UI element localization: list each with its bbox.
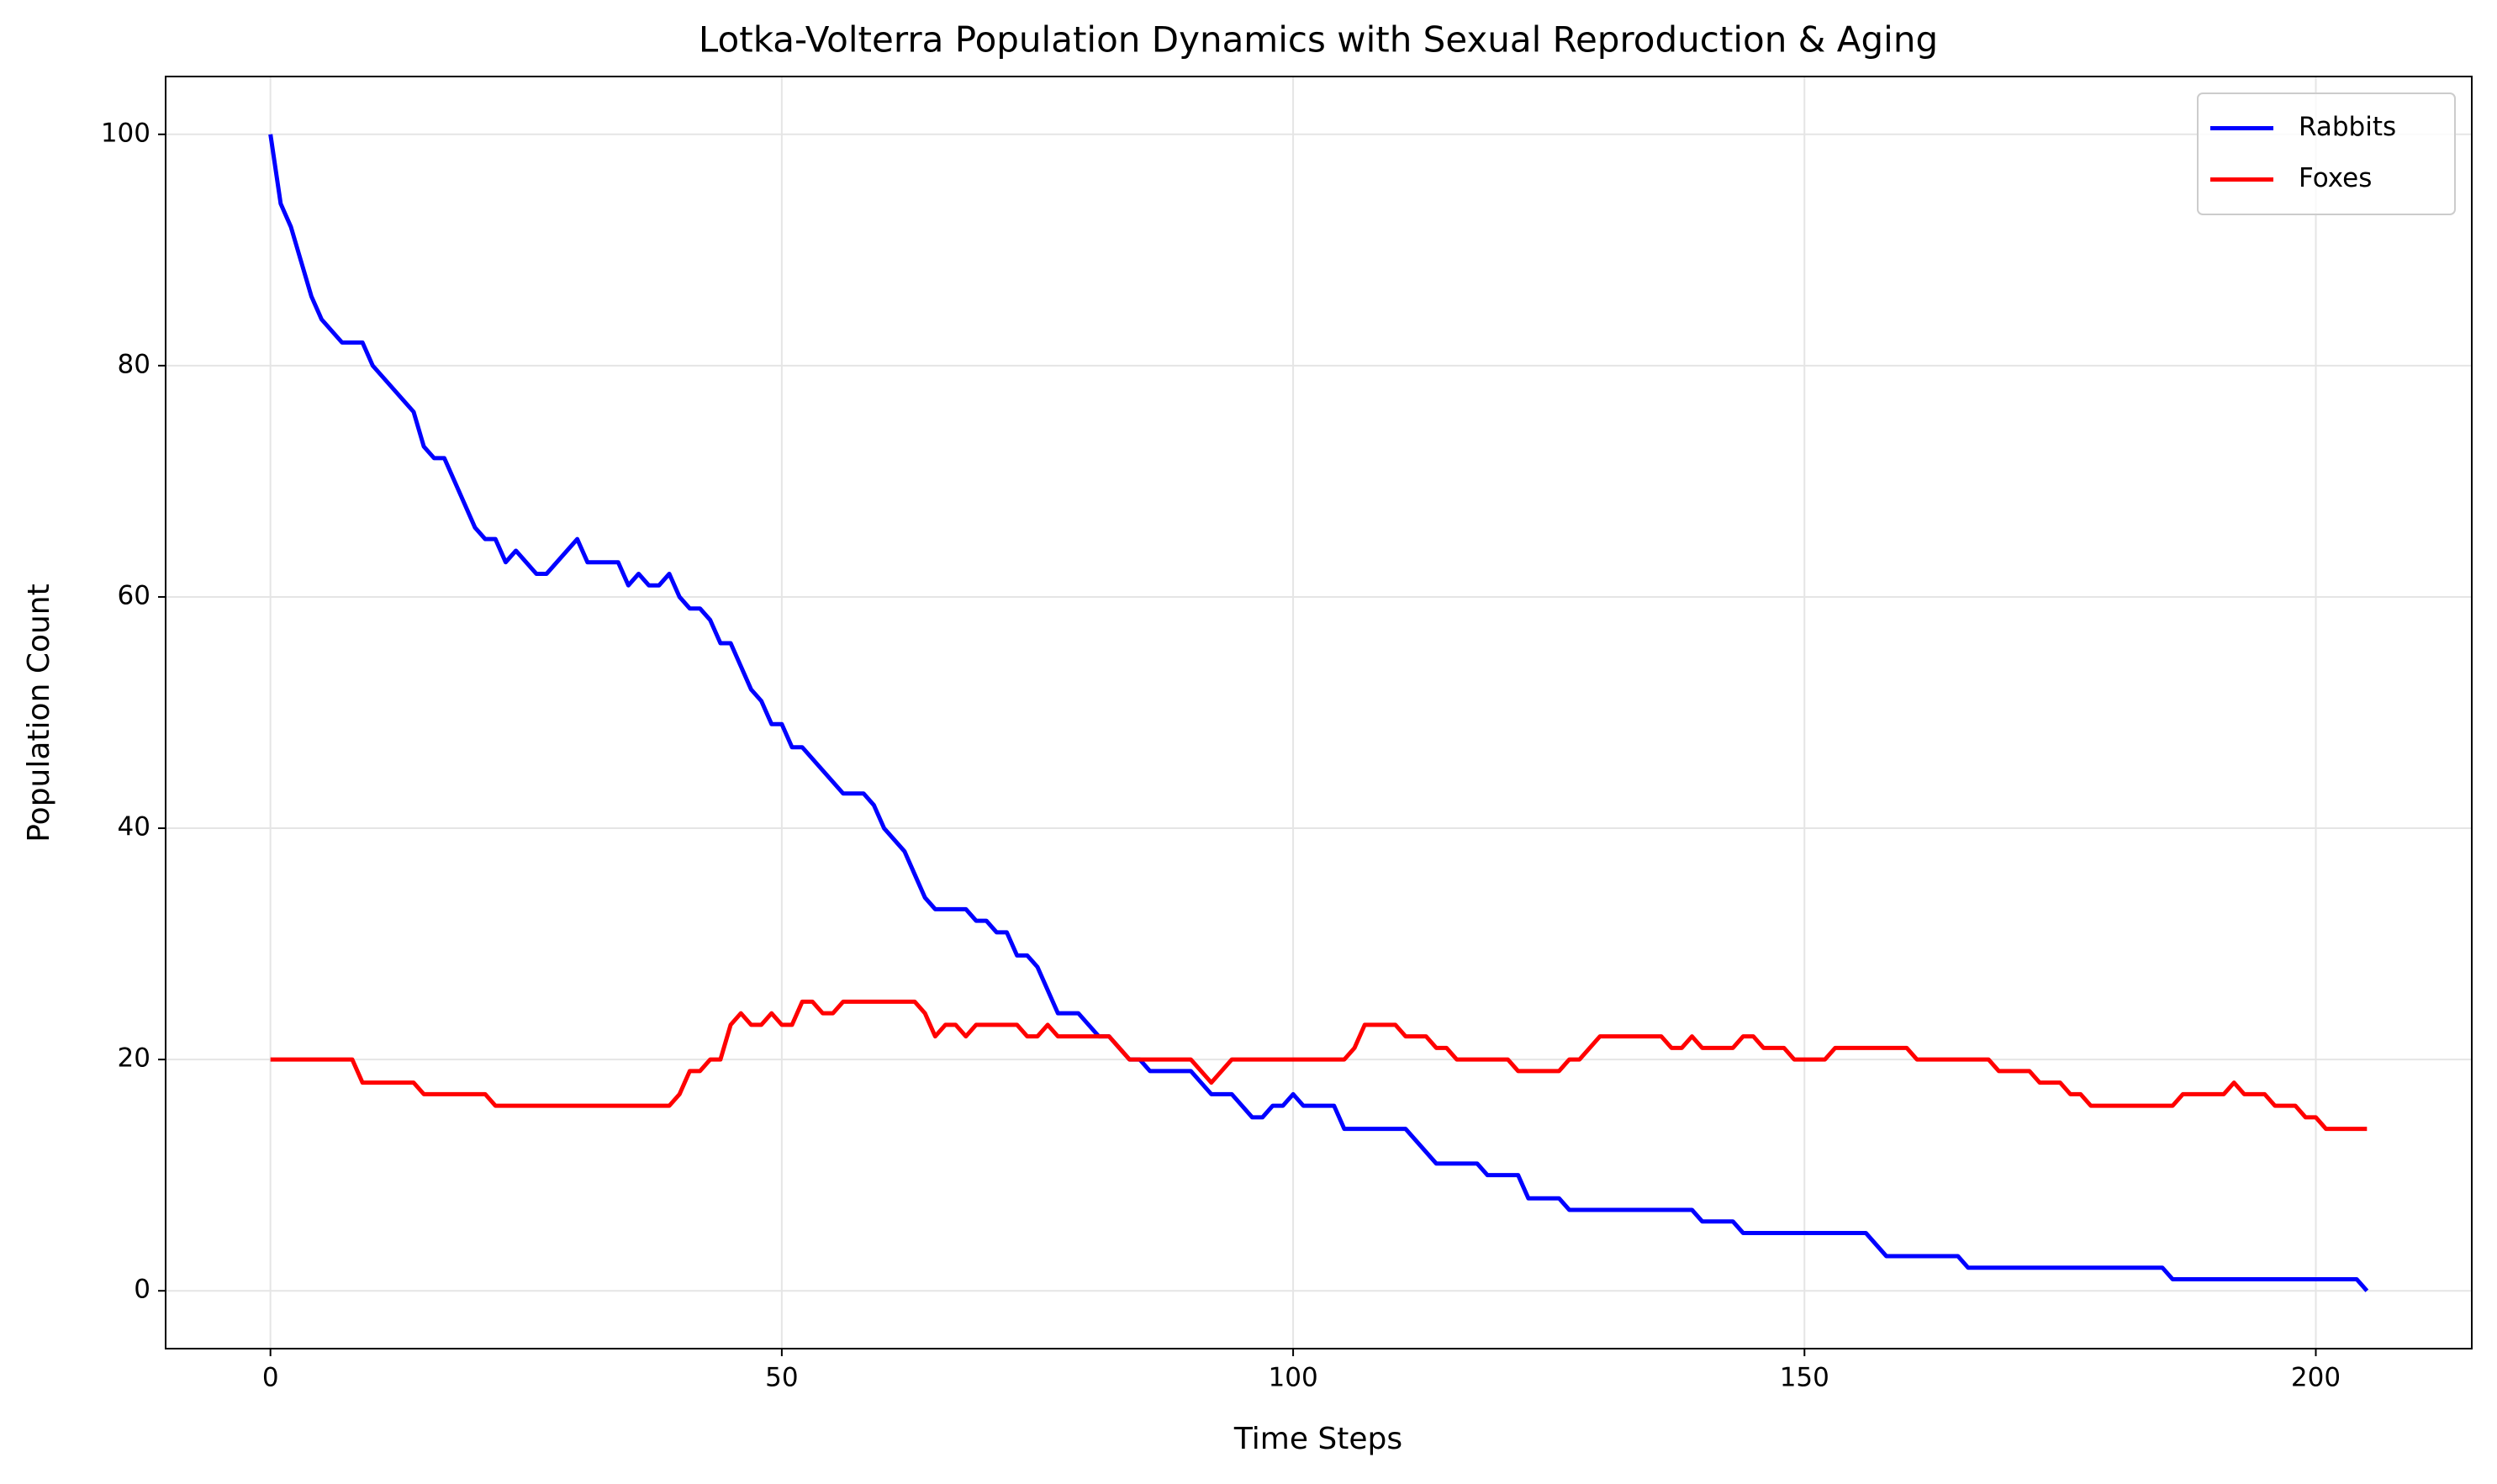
y-tick-label: 80 [118,349,150,379]
y-tick-label: 100 [101,118,150,148]
y-tick-label: 0 [134,1275,150,1305]
x-axis-label: Time Steps [1233,1422,1402,1456]
y-tick-label: 60 [118,580,150,610]
y-axis-label: Population Count [22,584,56,842]
x-tick-label: 0 [262,1363,279,1393]
x-tick-label: 100 [1269,1363,1318,1393]
y-tick-label: 40 [118,812,150,842]
y-tick-label: 20 [118,1043,150,1074]
legend-label: Foxes [2299,163,2372,193]
x-tick-label: 50 [765,1363,798,1393]
x-tick-label: 200 [2291,1363,2341,1393]
plot-frame [165,76,2473,1349]
series-line [270,999,2368,1132]
legend-box [2197,92,2456,215]
legend-label: Rabbits [2299,112,2396,142]
x-tick-label: 150 [1780,1363,1829,1393]
chart-title: Lotka-Volterra Population Dynamics with … [699,19,1938,61]
series-line [268,134,2369,1292]
